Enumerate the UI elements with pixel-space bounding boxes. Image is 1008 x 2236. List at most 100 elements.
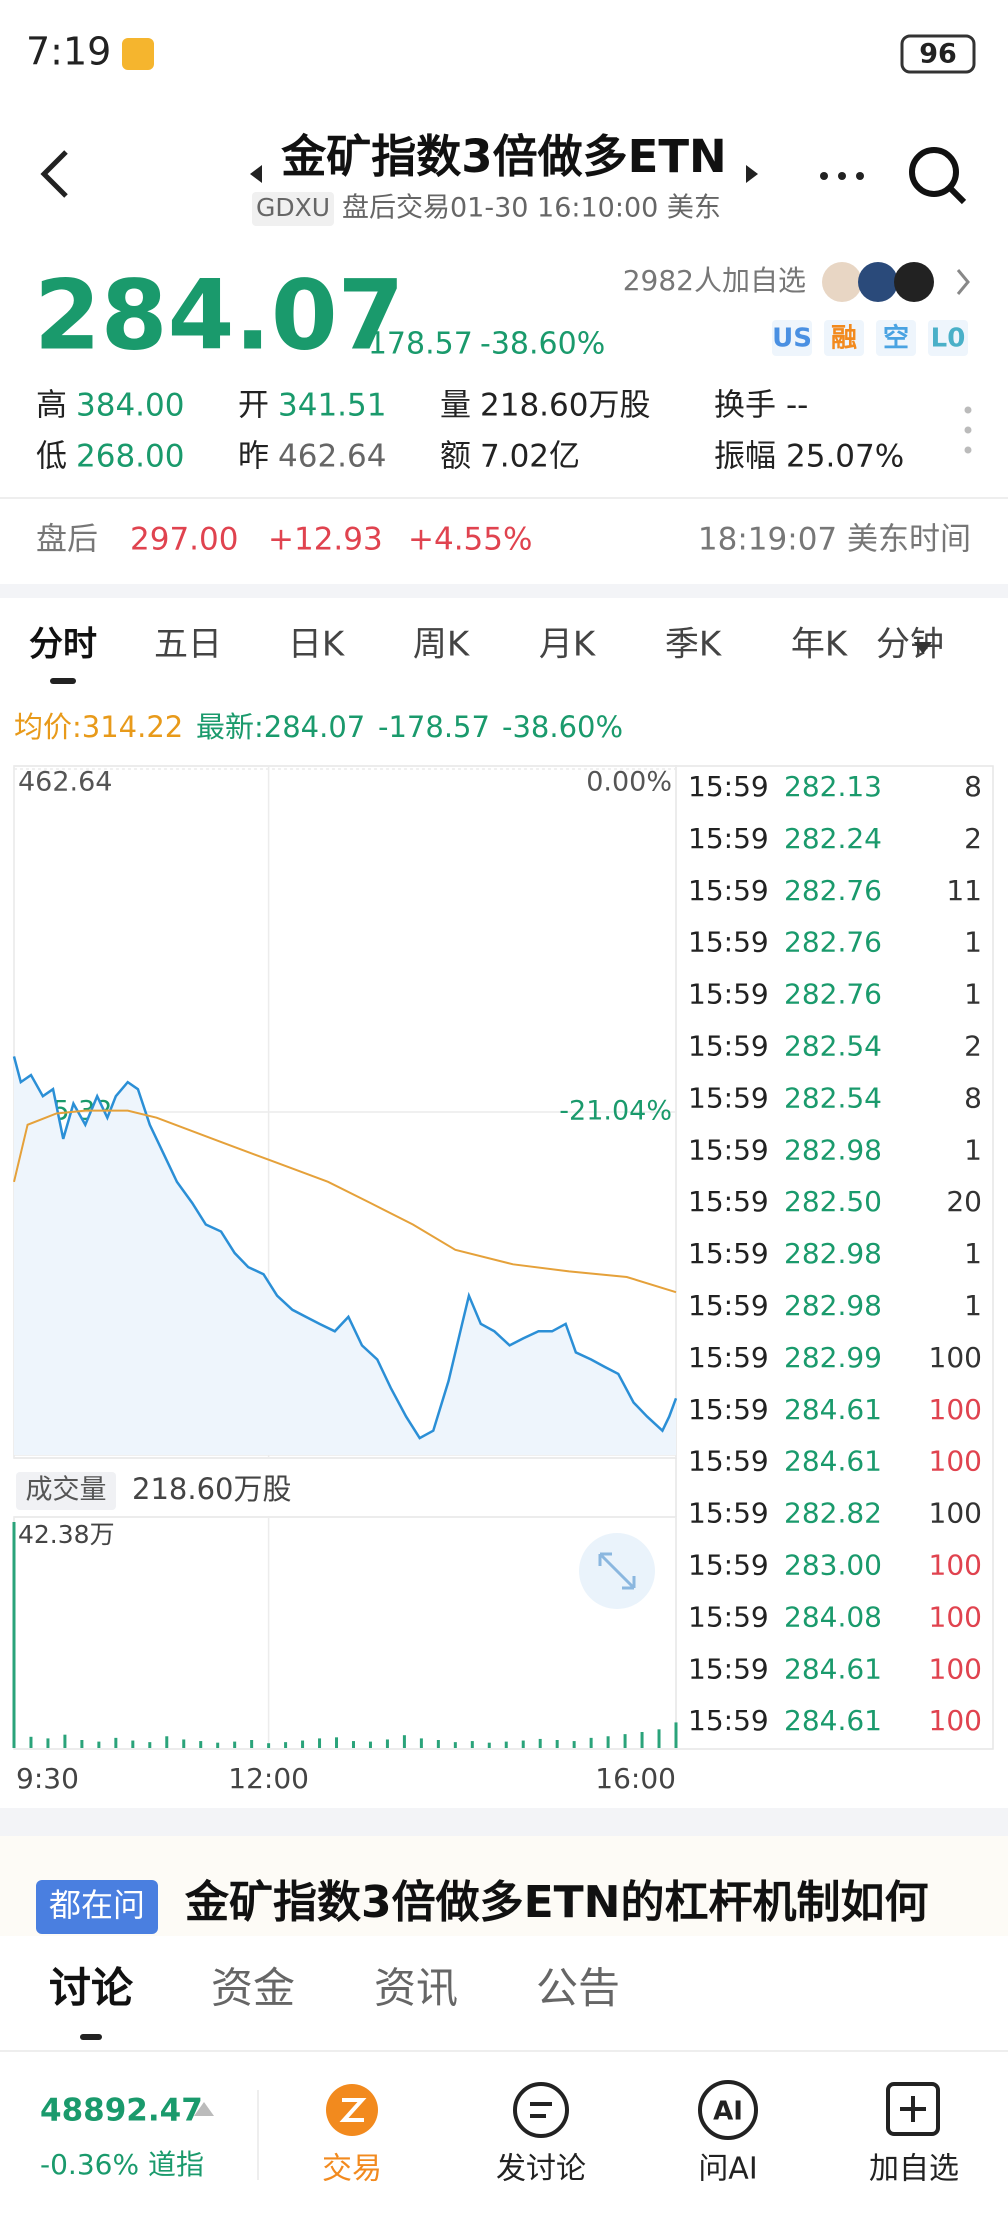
- back-button[interactable]: [40, 150, 68, 198]
- stat-label: 开: [238, 388, 269, 424]
- expand-button[interactable]: [579, 1533, 655, 1609]
- trade-volume: 1: [964, 1237, 982, 1270]
- trade-price: 282.50: [784, 1185, 882, 1218]
- next-stock[interactable]: [746, 165, 758, 183]
- question-card[interactable]: [0, 1836, 1008, 1936]
- trade-volume: 20: [946, 1185, 982, 1218]
- trade-price: 282.98: [784, 1133, 882, 1166]
- trade-volume: 1: [964, 1289, 982, 1322]
- trade-icon[interactable]: [326, 2084, 378, 2136]
- trade-time: 15:59: [688, 1289, 769, 1322]
- volume-bar: [182, 1739, 186, 1748]
- trade-price: 282.13: [784, 770, 882, 803]
- app-icon: [122, 38, 154, 70]
- avg-line: [13, 1109, 677, 1294]
- trade-time: 15:59: [688, 1600, 769, 1633]
- stat-value: 7.02亿: [480, 439, 580, 475]
- trade-price: 282.98: [784, 1237, 882, 1270]
- badge-text: 空: [883, 323, 909, 354]
- volume-bar: [97, 1741, 101, 1748]
- volume-bar: [63, 1734, 67, 1748]
- add-watch-icon[interactable]: [886, 2082, 940, 2136]
- volume-bar: [131, 1740, 135, 1748]
- volume-bar: [555, 1740, 559, 1748]
- menu-dots[interactable]: [964, 406, 972, 454]
- volume-bar: [351, 1741, 355, 1748]
- chart-tab[interactable]: 分时: [29, 625, 97, 665]
- volume-bar: [487, 1742, 491, 1748]
- action-label[interactable]: 加自选: [869, 2152, 959, 2187]
- chart-tab[interactable]: 季K: [665, 625, 723, 665]
- badge: [876, 320, 916, 356]
- question-badge-text: 都在问: [49, 1886, 145, 1924]
- search-button[interactable]: [909, 147, 967, 205]
- trade-time: 15:59: [688, 978, 769, 1011]
- action-label[interactable]: 发讨论: [496, 2152, 586, 2187]
- trade-time: 15:59: [688, 1341, 769, 1374]
- section-tab[interactable]: 资讯: [374, 1964, 458, 2013]
- trade-price: 282.98: [784, 1289, 882, 1322]
- volume-bar: [674, 1722, 678, 1748]
- ai-icon[interactable]: AI: [698, 2080, 758, 2140]
- trade-volume: 100: [929, 1445, 982, 1478]
- chart-tab[interactable]: 周K: [413, 625, 471, 665]
- chart-tab[interactable]: 月K: [539, 625, 597, 665]
- after-hours-label: 盘后: [36, 522, 98, 558]
- trade-price: 282.76: [784, 874, 882, 907]
- trade-price: 284.61: [784, 1704, 882, 1737]
- index-arrow: [194, 2102, 214, 2116]
- chart-tab[interactable]: 分钟: [876, 625, 944, 665]
- watchers-arrow[interactable]: [956, 269, 970, 295]
- section-tab[interactable]: 讨论: [49, 1964, 134, 2013]
- stat-value: --: [786, 388, 808, 424]
- volume-bar: [606, 1736, 610, 1748]
- volume-bar: [538, 1738, 542, 1748]
- volume-bar: [504, 1741, 508, 1748]
- bottom-tab-underline: [80, 2034, 102, 2040]
- stat-value: 384.00: [76, 388, 184, 424]
- prev-stock[interactable]: [250, 165, 262, 183]
- action-label[interactable]: 交易: [322, 2152, 382, 2187]
- volume-max: 42.38万: [18, 1520, 115, 1549]
- action-label[interactable]: 问AI: [698, 2152, 757, 2187]
- stat-value: 25.07%: [786, 439, 904, 475]
- last-price: 284.07: [34, 259, 404, 371]
- trade-price: 283.00: [784, 1549, 882, 1582]
- separator: [0, 1808, 1008, 1836]
- section-tab[interactable]: 公告: [536, 1964, 620, 2013]
- chart-tab[interactable]: 五日: [154, 625, 222, 665]
- trade-volume: 100: [929, 1393, 982, 1426]
- volume-bar: [572, 1741, 576, 1748]
- badge-text: L0: [931, 324, 966, 354]
- latest-price: 最新:284.07: [196, 710, 365, 744]
- volume-bar: [46, 1738, 50, 1748]
- stat-value: 268.00: [76, 439, 184, 475]
- trade-price: 284.08: [784, 1600, 882, 1633]
- volume-bar: [267, 1743, 271, 1748]
- chart-tab[interactable]: 年K: [791, 625, 849, 665]
- badge-text: US: [772, 324, 812, 354]
- avg-price: 均价:314.22: [14, 710, 183, 744]
- ai-icon-text: AI: [713, 2097, 743, 2127]
- after-hours-pct: +4.55%: [408, 522, 532, 558]
- after-hours-price: 297.00: [130, 522, 238, 558]
- volume-bar: [470, 1741, 474, 1748]
- price-area: [14, 1056, 676, 1455]
- after-hours-time: 18:19:07 美东时间: [698, 522, 971, 558]
- trade-price: 284.61: [784, 1393, 882, 1426]
- discuss-icon[interactable]: [513, 2082, 569, 2138]
- latest-pct: -38.60%: [502, 710, 623, 744]
- dropdown-arrow[interactable]: [914, 642, 932, 654]
- chart-tab[interactable]: 日K: [288, 625, 346, 665]
- trade-price: 282.76: [784, 978, 882, 1011]
- section-tab[interactable]: 资金: [211, 1964, 295, 2013]
- trade-volume: 100: [929, 1600, 982, 1633]
- volume-bar: [114, 1737, 118, 1748]
- battery-level: 96: [919, 39, 957, 70]
- badge: [824, 320, 864, 356]
- trade-price: 282.54: [784, 1030, 882, 1063]
- more-button[interactable]: [820, 172, 864, 180]
- trade-time: 15:59: [688, 1030, 769, 1063]
- after-hours-change: +12.93: [268, 522, 383, 558]
